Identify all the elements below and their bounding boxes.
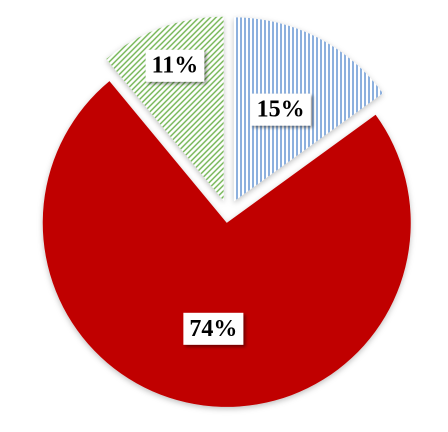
data-label-group: 11% [145, 49, 205, 82]
data-label: 11% [152, 53, 199, 79]
data-label-box [250, 93, 311, 126]
pie [42, 16, 411, 407]
data-label-group: 74% [183, 312, 244, 345]
pie-slice [42, 81, 411, 407]
data-label-box [183, 312, 244, 345]
data-label-box [145, 49, 205, 82]
data-label: 74% [189, 316, 237, 342]
labels: 15% 74% 11% [145, 49, 311, 345]
data-label-group: 15% [250, 93, 311, 126]
data-label: 15% [257, 97, 305, 123]
